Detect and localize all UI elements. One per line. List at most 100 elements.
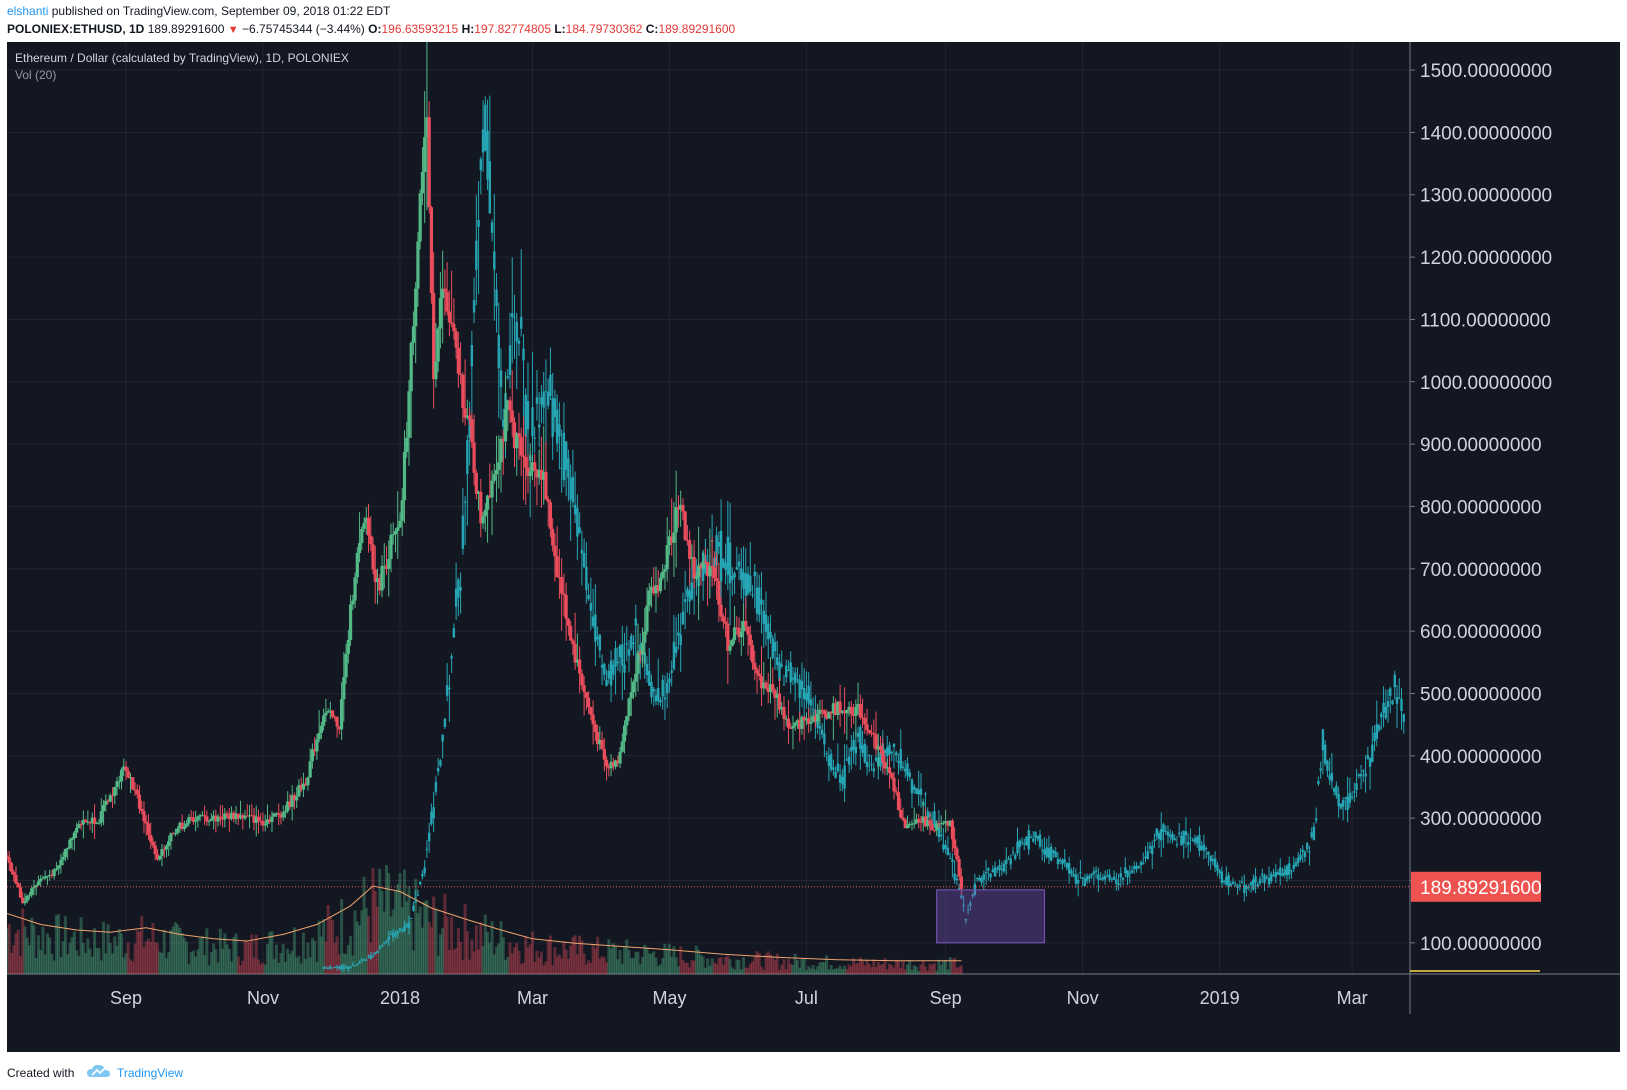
projection-candle	[890, 751, 893, 753]
volume-bar	[755, 951, 759, 974]
price-candle	[611, 761, 615, 767]
projection-candle	[1067, 863, 1071, 874]
x-tick-label: Mar	[517, 988, 548, 1008]
price-candle	[775, 693, 779, 699]
price-candle	[759, 676, 764, 689]
volume-bar	[54, 915, 58, 974]
projection-candle	[1079, 871, 1082, 873]
volume-bar	[519, 963, 523, 974]
chart-legend-title: Ethereum / Dollar (calculated by Trading…	[15, 51, 349, 65]
volume-bar	[652, 951, 656, 974]
projection-candle	[1375, 724, 1379, 739]
price-candle	[524, 456, 528, 468]
price-candle	[286, 801, 290, 811]
price-candle	[926, 820, 930, 827]
projection-candle	[1344, 797, 1347, 799]
volume-bar	[948, 957, 952, 974]
volume-bar	[499, 921, 503, 974]
volume-bar	[656, 965, 660, 974]
current-price-tag	[1411, 871, 1541, 902]
projection-candle	[542, 391, 545, 408]
price-candle	[92, 817, 97, 824]
projection-candle	[1047, 848, 1051, 858]
volume-bar	[717, 957, 721, 974]
volume-bar	[254, 934, 258, 974]
volume-bar	[515, 942, 519, 974]
projection-candle	[782, 684, 786, 686]
price-candle	[353, 577, 357, 601]
price-candle	[598, 740, 602, 745]
price-candle	[625, 715, 629, 726]
projection-candle	[546, 391, 550, 406]
projection-candle	[1332, 788, 1336, 792]
projection-candle	[845, 759, 849, 761]
price-candle	[63, 848, 67, 857]
projection-candle	[1384, 706, 1387, 719]
price-candle	[362, 522, 366, 529]
volume-bar	[874, 967, 878, 974]
volume-bar	[216, 962, 220, 974]
y-tick-label: 900.00000000	[1420, 435, 1542, 456]
price-candle	[21, 897, 25, 904]
projection-candle	[627, 649, 631, 656]
projection-candle	[1364, 773, 1367, 777]
price-candle	[883, 762, 887, 769]
projection-candle	[603, 663, 606, 675]
projection-candle	[436, 767, 440, 772]
price-candle	[488, 495, 492, 498]
projection-candle	[746, 573, 750, 594]
volume-bar	[447, 950, 451, 974]
volume-bar	[185, 941, 189, 974]
projection-candle	[832, 767, 835, 770]
projection-candle	[1016, 841, 1019, 854]
price-candle	[229, 812, 234, 820]
price-candle	[584, 692, 588, 698]
price-candle	[119, 769, 124, 782]
projection-candle	[895, 752, 898, 756]
volume-bar	[454, 948, 458, 974]
volume-bar	[106, 924, 110, 974]
price-candle	[290, 795, 294, 807]
price-candle	[36, 881, 41, 886]
projection-candle	[1020, 841, 1024, 843]
projection-candle	[1380, 713, 1383, 718]
volume-bar	[416, 913, 420, 974]
volume-bar	[16, 929, 20, 974]
projection-candle	[917, 789, 920, 795]
projection-candle	[1038, 834, 1042, 847]
projection-candle	[1101, 877, 1105, 880]
projection-candle	[1357, 774, 1361, 777]
price-candle	[807, 718, 811, 724]
volume-bar	[654, 957, 658, 974]
projection-candle	[1014, 854, 1017, 859]
volume-bar	[203, 955, 207, 974]
projection-candle	[737, 561, 741, 567]
volume-bar	[548, 935, 552, 974]
price-chart[interactable]: 100.00000000200.00000000300.00000000400.…	[7, 42, 1620, 1014]
projection-candle	[1292, 864, 1295, 869]
price-candle	[427, 117, 431, 208]
projection-candle	[1166, 831, 1170, 836]
chart-area[interactable]: 100.00000000200.00000000300.00000000400.…	[7, 42, 1620, 1052]
volume-bar	[694, 945, 698, 974]
author-link[interactable]: elshanti	[7, 4, 49, 18]
volume-bar	[533, 961, 537, 974]
open-label: O:	[368, 22, 382, 36]
projection-candle	[600, 664, 604, 668]
volume-bar	[591, 944, 595, 974]
price-candle	[690, 556, 694, 559]
price-candle	[912, 823, 916, 825]
volume-bar	[892, 967, 896, 974]
volume-bar	[306, 942, 310, 974]
volume-bar	[748, 963, 752, 974]
price-candle	[77, 824, 81, 828]
volume-bar	[131, 961, 135, 974]
volume-bar	[371, 868, 375, 974]
projection-candle	[571, 476, 575, 503]
tradingview-link[interactable]: TradingView	[117, 1066, 184, 1080]
volume-bar	[111, 953, 115, 974]
projection-candle	[886, 747, 889, 757]
volume-bar	[479, 922, 483, 974]
price-candle	[456, 347, 460, 374]
price-candle	[474, 472, 478, 494]
